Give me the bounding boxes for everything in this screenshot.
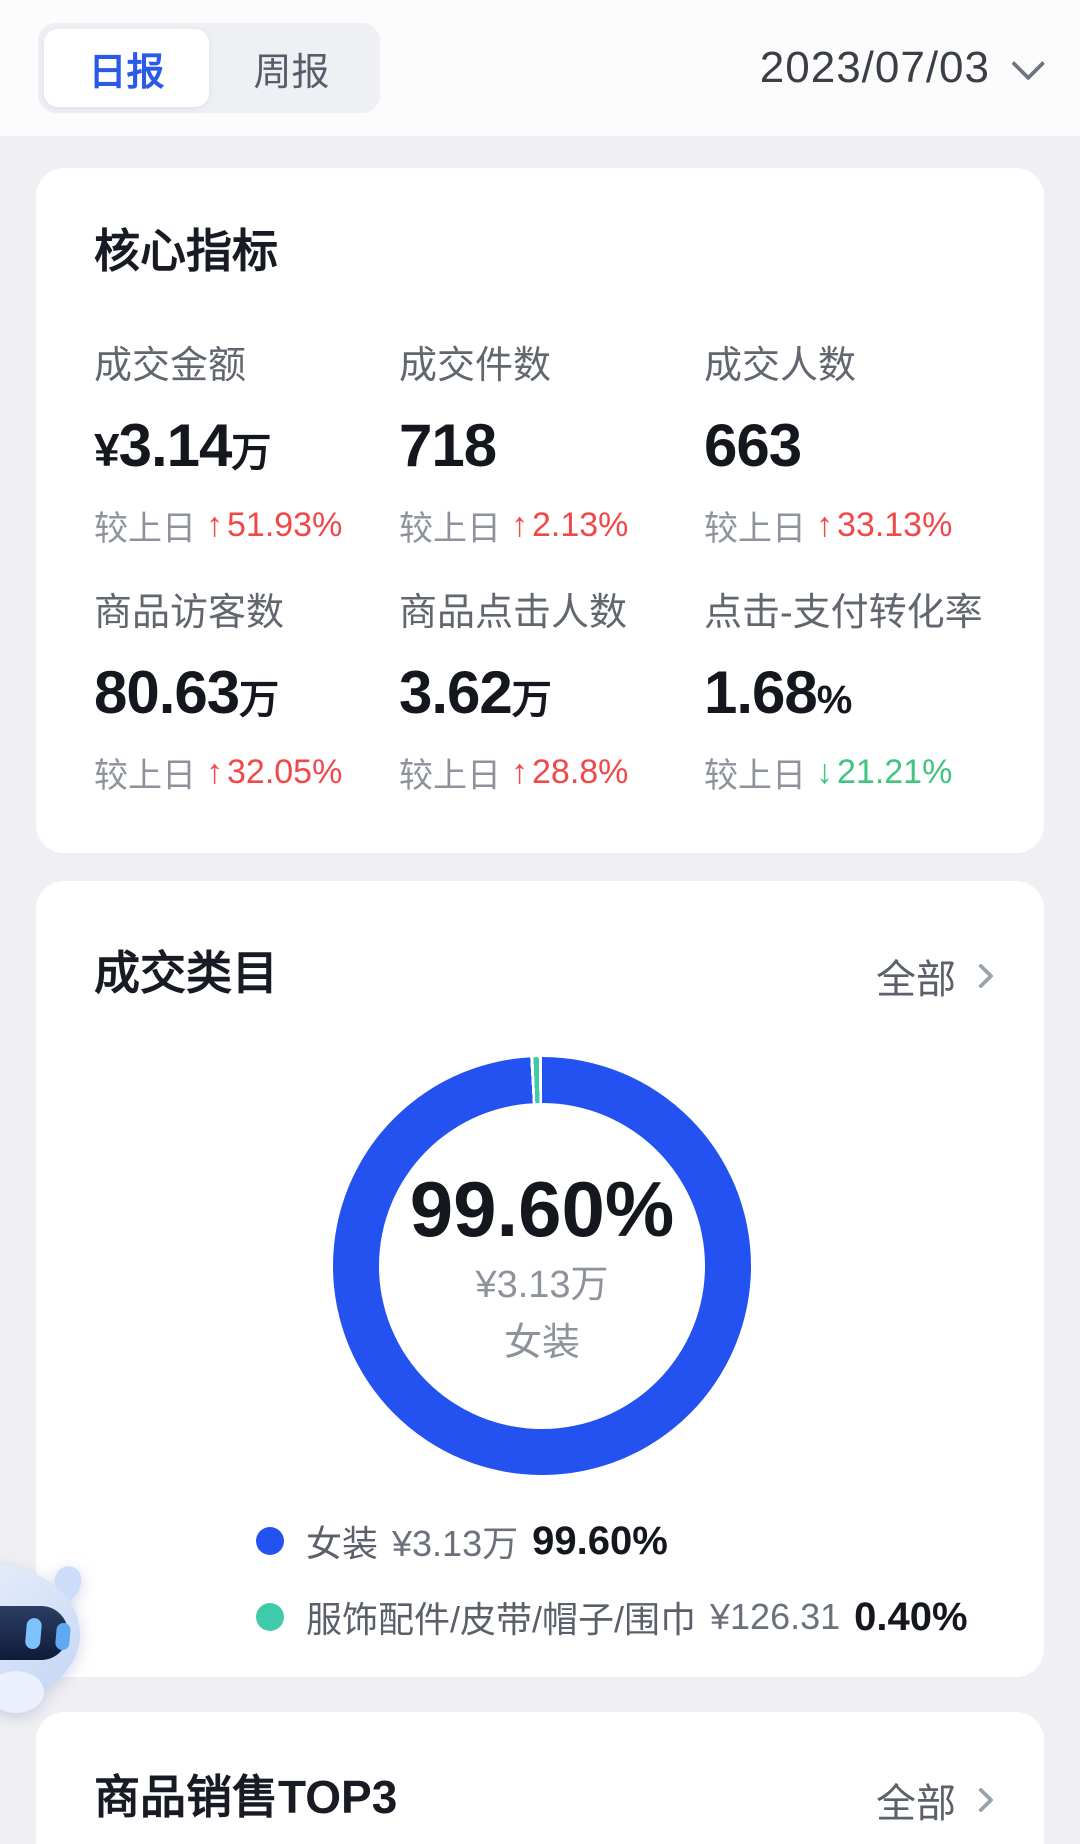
up-arrow-icon: ↑: [511, 505, 528, 544]
tab-weekly-report[interactable]: 周报: [253, 51, 330, 94]
up-arrow-icon: ↑: [511, 752, 528, 791]
legend-dot-teal: [256, 1603, 284, 1631]
up-arrow-icon: ↑: [206, 752, 223, 791]
category-card-title: 成交类目: [94, 947, 278, 1000]
center-percent: 99.60%: [409, 1165, 675, 1253]
mascot-eye-right: [55, 1623, 71, 1650]
chevron-right-icon: [968, 1787, 994, 1813]
chevron-right-icon: [968, 963, 994, 989]
chevron-down-icon: [1011, 46, 1046, 81]
metric-product-clickers: 商品点击人数 3.62万 较上日 ↑ 28.8%: [399, 591, 629, 795]
metric-product-visitors: 商品访客数 80.63万 较上日 ↑ 32.05%: [94, 591, 343, 795]
top3-card-title: 商品销售TOP3: [94, 1771, 398, 1824]
metric-items-sold: 成交件数 718 较上日 ↑ 2.13%: [399, 345, 629, 548]
legend-item-accessories: 服饰配件/皮带/帽子/围巾 ¥126.31 0.40%: [256, 1591, 990, 1643]
category-donut-chart: 99.60% ¥3.13万 女装: [333, 1057, 751, 1475]
up-arrow-icon: ↑: [206, 505, 223, 544]
center-amount: ¥3.13万: [475, 1264, 609, 1306]
assistant-robot-mascot-icon[interactable]: [0, 1560, 114, 1718]
mascot-eye-left: [25, 1618, 42, 1650]
top3-sales-card: 商品销售TOP3 全部: [36, 1712, 1044, 1844]
category-view-all-link[interactable]: 全部: [876, 947, 994, 1005]
metrics-row-2: 商品访客数 80.63万 较上日 ↑ 32.05% 商品点击人数 3.62万 较上日…: [94, 592, 986, 797]
core-metrics-title: 核心指标: [94, 225, 278, 277]
metric-buyers: 成交人数 663 较上日 ↑ 33.13%: [704, 345, 953, 548]
report-type-tabs: 日报 周报: [38, 23, 380, 113]
category-legend: 女装 ¥3.13万 99.60% 服饰配件/皮带/帽子/围巾 ¥126.31 0…: [256, 1515, 990, 1643]
date-picker[interactable]: 2023/07/03: [759, 43, 1046, 93]
selected-date: 2023/07/03: [759, 43, 990, 92]
transaction-category-card: 成交类目 全部 99.60% ¥3.13万 女装 女装 ¥3.13万 99.60…: [36, 881, 1044, 1677]
top3-view-all-link[interactable]: 全部: [876, 1771, 994, 1829]
metrics-row-1: 成交金额 ¥3.14万 较上日 ↑ 51.93% 成交件数 718 较上日 ↑ 2.13…: [94, 345, 986, 550]
top3-card-header: 商品销售TOP3 全部: [94, 1767, 994, 1829]
legend-dot-blue: [256, 1527, 284, 1555]
legend-item-womens-clothing: 女装 ¥3.13万 99.60%: [256, 1515, 990, 1567]
metric-click-pay-conversion: 点击-支付转化率 1.68% 较上日 ↓ 21.21%: [704, 591, 983, 795]
mascot-hand: [0, 1671, 44, 1713]
donut-hole: [379, 1103, 705, 1429]
donut-center-label: 99.60% ¥3.13万 女装: [333, 1057, 751, 1475]
center-category-name: 女装: [503, 1322, 580, 1364]
core-metrics-card: 核心指标 成交金额 ¥3.14万 较上日 ↑ 51.93% 成交件数 718 较上日…: [36, 168, 1044, 853]
category-card-header: 成交类目 全部: [94, 943, 994, 1005]
down-arrow-icon: ↓: [816, 752, 833, 791]
up-arrow-icon: ↑: [816, 505, 833, 544]
tab-daily-report[interactable]: 日报: [44, 29, 209, 107]
report-header: 日报 周报 2023/07/03: [0, 0, 1080, 136]
metric-transaction-amount: 成交金额 ¥3.14万 较上日 ↑ 51.93%: [94, 345, 343, 548]
